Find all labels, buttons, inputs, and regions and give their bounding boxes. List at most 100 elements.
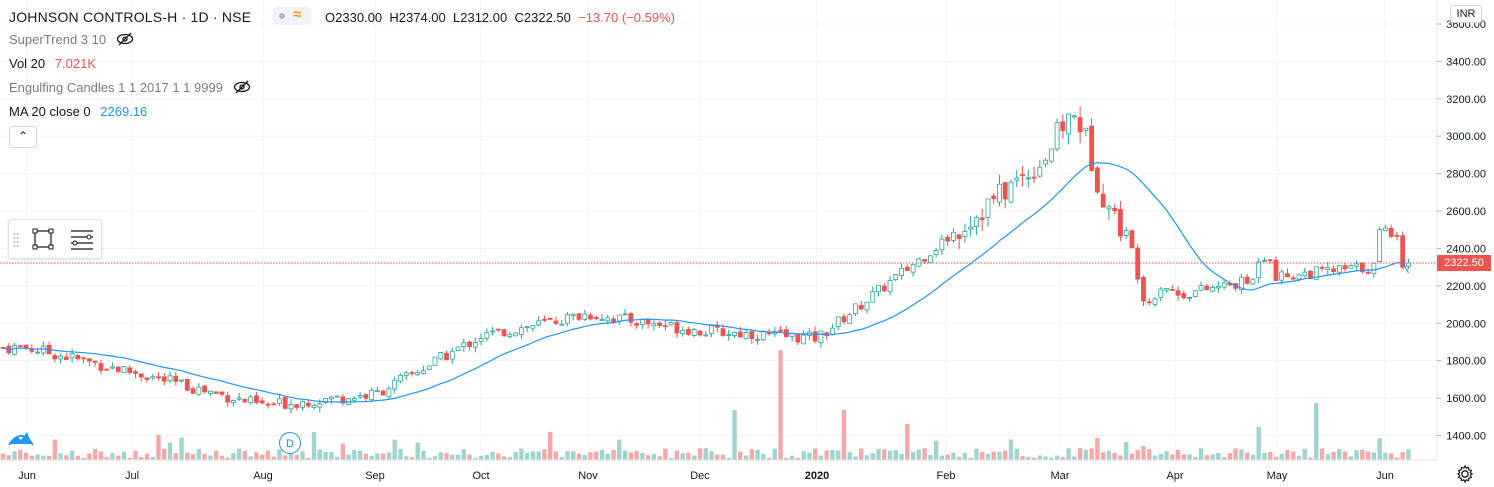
candle-body — [674, 322, 680, 334]
candle-body — [760, 330, 766, 341]
candle-body — [657, 322, 663, 327]
volume-bar — [951, 452, 956, 460]
chart-legend-header: JOHNSON CONTROLS-H · 1D · NSE ≈ O2330.00… — [9, 6, 675, 27]
collapse-legend-button[interactable]: ⌃ — [9, 126, 37, 148]
time-tick-label: Jun — [18, 470, 36, 482]
volume-bar — [559, 456, 564, 460]
volume-bar — [778, 350, 783, 460]
candle-body — [1302, 271, 1308, 277]
eye-off-icon[interactable] — [233, 80, 251, 94]
candle-body — [1348, 265, 1354, 269]
symbol-title[interactable]: JOHNSON CONTROLS-H · 1D · NSE — [9, 9, 252, 25]
candle-body — [743, 332, 749, 340]
indicator-engulfing[interactable]: Engulfing Candles 1 1 2017 1 1 9999 — [9, 80, 251, 96]
symbol-status-chip[interactable]: ≈ — [273, 6, 312, 26]
volume-bar — [87, 453, 92, 460]
volume-bar — [1337, 448, 1342, 460]
volume-bar — [496, 453, 501, 460]
candle-body — [1267, 259, 1273, 262]
lines-tool-icon[interactable] — [69, 227, 95, 251]
volume-bar — [386, 452, 392, 460]
candle-body — [927, 255, 933, 263]
volume-bar — [1239, 449, 1244, 460]
indicator-ma[interactable]: MA 20 close 0 2269.16 — [9, 104, 147, 119]
candle-body — [121, 366, 127, 374]
candle-body — [812, 331, 818, 342]
volume-bar — [657, 456, 662, 460]
ma-value: 2269.16 — [100, 104, 148, 119]
price-axis: 3600.003400.003200.003000.002800.002600.… — [1437, 19, 1486, 443]
candle-body — [616, 314, 622, 322]
volume-bar — [720, 454, 726, 460]
volume-bar — [202, 453, 207, 460]
time-tick-label: Feb — [937, 470, 956, 482]
candle-body — [87, 358, 92, 362]
dividend-marker[interactable]: D — [279, 432, 301, 454]
volume-bar — [1262, 452, 1267, 460]
volume-bar — [409, 457, 415, 460]
candle-body — [651, 322, 657, 326]
volume-bar — [1279, 453, 1284, 460]
candle-body — [207, 390, 213, 394]
volume-bar — [1031, 457, 1037, 460]
settings-gear-icon[interactable] — [1455, 464, 1475, 484]
candle-body — [340, 396, 346, 404]
volume-bar — [859, 448, 864, 460]
candle-body — [1095, 167, 1100, 193]
candle-body — [115, 366, 121, 372]
candle-body — [1273, 259, 1279, 281]
volume-bar — [346, 454, 351, 460]
volume-bar — [1141, 446, 1146, 460]
indicator-supertrend[interactable]: SuperTrend 3 10 — [9, 32, 134, 48]
volume-bar — [1244, 452, 1250, 460]
volume-bar — [323, 451, 328, 460]
volume-bar — [461, 449, 466, 460]
volume-bar — [617, 439, 622, 460]
candle-body — [1354, 263, 1359, 267]
volume-bar — [594, 451, 599, 460]
chart-grid — [0, 0, 1437, 460]
candle-body — [933, 250, 939, 255]
volume-bar — [1112, 453, 1117, 460]
volume-bar — [1342, 451, 1348, 460]
indicator-volume[interactable]: Vol 20 7.021K — [9, 56, 96, 71]
candle-body — [213, 391, 219, 394]
volume-bar — [283, 455, 288, 460]
volume-bar — [1095, 438, 1100, 460]
tradingview-logo-icon[interactable] — [6, 424, 36, 450]
volume-bar — [645, 455, 651, 460]
candle-body — [951, 231, 956, 241]
candle-body — [242, 399, 248, 403]
candle-body — [542, 318, 547, 321]
candle-body — [156, 376, 161, 379]
drag-handle-icon[interactable] — [13, 232, 19, 248]
drawing-toolbar — [8, 219, 102, 259]
volume-bar — [1100, 452, 1106, 460]
volume-bar — [571, 451, 576, 460]
eye-off-icon[interactable] — [116, 32, 134, 46]
volume-bar — [1314, 403, 1319, 460]
candle-body — [1388, 227, 1394, 237]
candle-body — [288, 404, 294, 410]
candle-body — [588, 314, 593, 320]
low-value: L2312.00 — [453, 10, 508, 25]
volume-bar — [841, 410, 847, 460]
candle-body — [726, 334, 732, 337]
rectangle-tool-icon[interactable] — [31, 227, 55, 251]
candle-body — [605, 317, 611, 322]
volume-bar — [1221, 456, 1227, 460]
candle-body — [691, 328, 697, 336]
volume-bar — [110, 453, 115, 460]
volume-bar — [1072, 456, 1077, 460]
volume-bar — [41, 455, 46, 460]
candle-body — [968, 226, 974, 230]
ma-line — [2, 162, 1409, 403]
volume-bar — [703, 448, 708, 460]
volume-bar — [668, 457, 674, 460]
volume-bar — [766, 457, 772, 460]
candle-body — [449, 350, 455, 360]
volume-bar — [548, 431, 553, 460]
candle-body — [899, 267, 904, 276]
currency-badge[interactable]: INR — [1450, 5, 1482, 23]
